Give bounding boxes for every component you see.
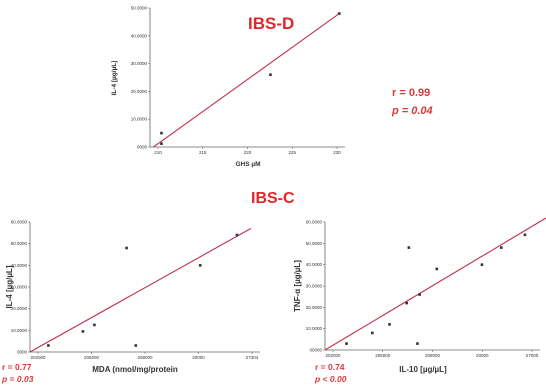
chart0-y-axis-label: IL-4 [µg/µL] — [111, 61, 118, 96]
chart1-fit-line — [29, 228, 252, 353]
chart2-data-point — [371, 331, 374, 335]
chart2-data-point — [345, 342, 348, 345]
chart1-y-tick-label: 10.0000 — [11, 328, 28, 333]
chart1-y-tick-label: 0000 — [17, 350, 28, 355]
stat-p-top: p = 0.04 — [392, 105, 433, 117]
chart2-x-tick-label: 202000 — [325, 353, 341, 358]
chart1-y-axis-label: IL-4 [µg/µL] — [5, 265, 14, 308]
chart0-x-axis-label: GHS µM — [235, 161, 260, 168]
chart2-data-point — [435, 267, 439, 271]
chart0-y-tick-label: 40.0000 — [131, 33, 148, 38]
chart2-y-tick-label: 40.0000 — [306, 262, 323, 267]
chart1-x-tick-label: 202000 — [30, 355, 46, 360]
chart1-x-tick-label: 205000 — [84, 355, 100, 360]
heading-ibs-c: IBS-C — [251, 190, 295, 207]
chart0-data-point — [269, 73, 272, 77]
chart0-y-tick-label: 10.0000 — [131, 117, 148, 122]
chart2-y-tick-label: 60.0000 — [306, 220, 323, 225]
chart1-data-point — [134, 344, 138, 347]
chart1-x-axis-label: MDA (nmol/mg/protein — [92, 365, 178, 374]
chart2-y-tick-label: 20.0000 — [306, 305, 323, 310]
chart0-y-tick-label: 30.0000 — [131, 61, 148, 66]
stat-p-bottom-right: p < 0.00 — [315, 374, 347, 384]
chart2-x-tick-label: 205000 — [375, 353, 391, 358]
chart1-y-tick-label: 20.0000 — [11, 306, 28, 311]
chart1-x-tick-label: 27304 — [246, 355, 259, 360]
chart2-y-axis-label: TNF-α [µg/µL] — [293, 260, 302, 312]
chart0-fit-line — [153, 13, 340, 148]
chart2-x-axis-label: IL-10 [µg/µL] — [399, 365, 447, 374]
chart0-y-tick-label: 50.0000 — [131, 6, 148, 11]
stat-r-bottom-right: r = 0.74 — [315, 362, 345, 372]
chart0-x-tick-label: 230 — [333, 150, 341, 155]
chart1-data-point — [81, 330, 85, 333]
stat-p-bottom-left: p = 0.03 — [2, 374, 34, 384]
chart2-y-tick-label: 30.0000 — [306, 284, 323, 289]
chart2-data-point — [500, 246, 503, 249]
chart1-data-point — [125, 246, 128, 250]
chart1-x-tick-label: 208000 — [137, 355, 153, 360]
chart2-data-point — [418, 293, 421, 296]
chart2-data-point — [416, 342, 419, 345]
chart2-fit-line — [324, 217, 546, 351]
chart1-data-point — [235, 233, 239, 237]
chart0-y-tick-label: 20.0000 — [131, 89, 148, 94]
stat-r-bottom-left: r = 0.77 — [2, 362, 32, 372]
chart1-y-tick-label: 40.0000 — [11, 263, 28, 268]
chart1-data-point — [93, 323, 96, 327]
chart0-data-point — [160, 131, 163, 135]
chart0-y-tick-label: 0000 — [137, 145, 148, 150]
chart0-x-tick-label: 210 — [154, 150, 162, 155]
chart2-x-tick-label: 208000 — [425, 353, 441, 358]
chart1-x-tick-label: 20000 — [192, 355, 205, 360]
chart1-data-point — [198, 264, 202, 267]
chart2-y-tick-label: 10.0000 — [306, 326, 323, 331]
chart1-y-tick-label: 30.0000 — [11, 285, 28, 290]
chart1-data-point — [47, 344, 50, 347]
chart2-data-point — [405, 301, 408, 305]
chart1-y-tick-label: 60.0000 — [11, 220, 28, 225]
chart2-x-tick-label: 20000 — [476, 353, 489, 358]
chart0-x-tick-label: 220 — [244, 150, 252, 155]
chart2-data-point — [480, 263, 484, 266]
chart0-x-tick-label: 225 — [288, 150, 296, 155]
chart2-data-point — [407, 246, 411, 249]
chart0-data-point — [337, 12, 341, 15]
chart2-y-tick-label: 00000 — [309, 348, 322, 353]
chart1-y-tick-label: 50.0000 — [11, 241, 28, 246]
heading-ibs-d: IBS-D — [248, 14, 295, 33]
chart0-x-tick-label: 215 — [199, 150, 207, 155]
chart0-data-point — [160, 142, 163, 145]
chart2-y-tick-label: 50.0000 — [306, 241, 323, 246]
stat-r-top: r = 0.99 — [392, 87, 431, 99]
chart2-x-tick-label: 27000 — [526, 353, 539, 358]
chart2-data-point — [523, 233, 527, 237]
chart2-data-point — [388, 323, 391, 326]
